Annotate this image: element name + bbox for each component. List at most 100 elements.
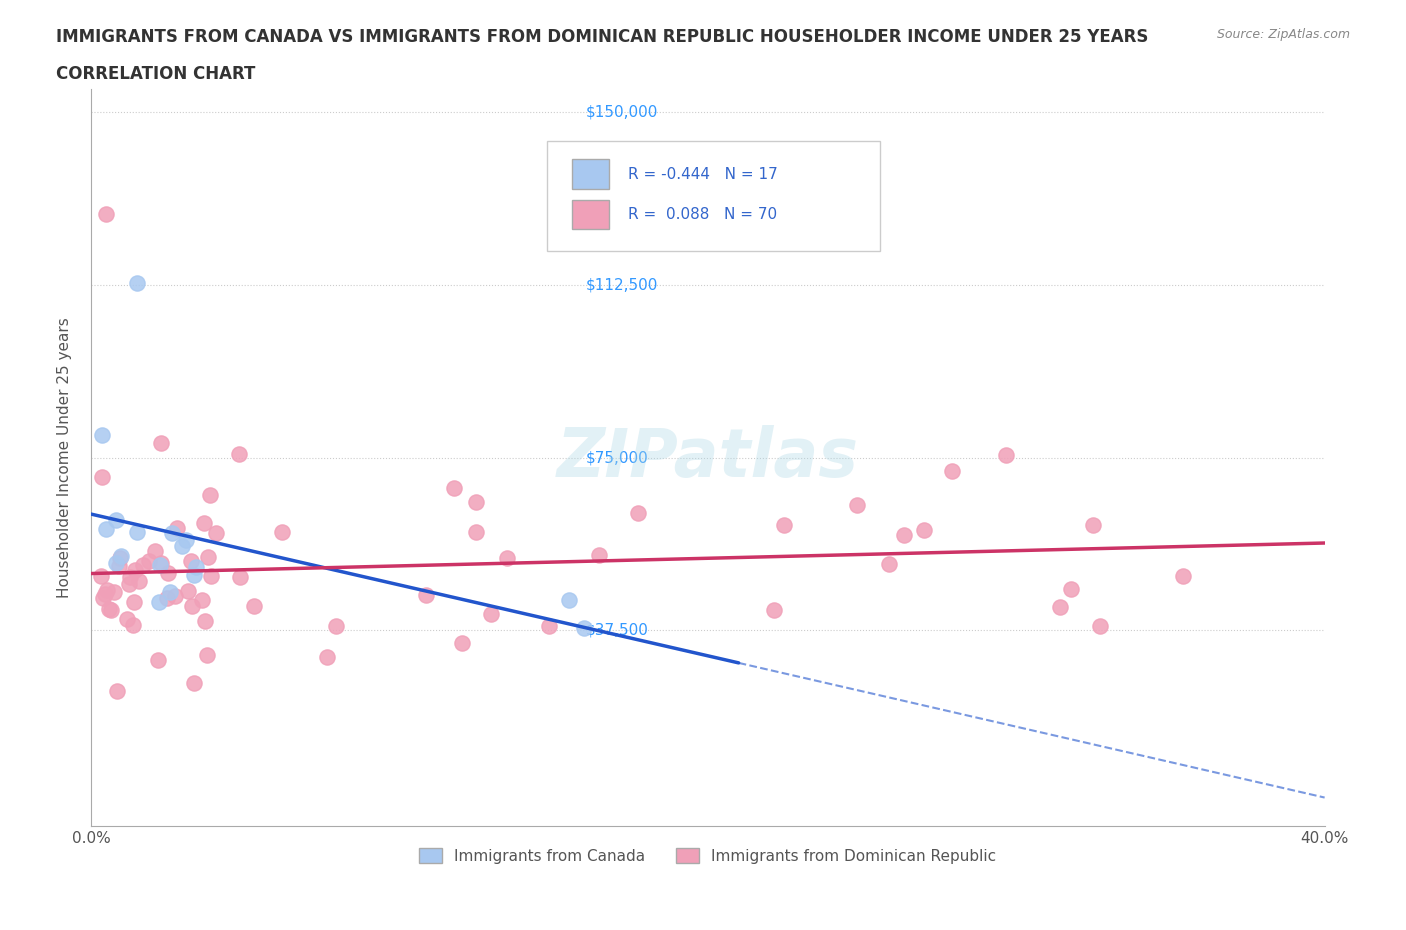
Point	[228, 447, 250, 462]
Point	[877, 557, 900, 572]
Point	[166, 520, 188, 535]
Point	[100, 603, 122, 618]
Text: CORRELATION CHART: CORRELATION CHART	[56, 65, 256, 83]
Point	[200, 569, 222, 584]
Point	[163, 589, 186, 604]
Point	[180, 599, 202, 614]
Point	[184, 560, 207, 575]
Point	[205, 525, 228, 540]
Point	[465, 494, 488, 509]
Point	[118, 577, 141, 591]
Point	[195, 647, 218, 662]
Point	[1083, 517, 1105, 532]
Point	[496, 551, 519, 565]
Point	[242, 599, 264, 614]
Point	[156, 591, 179, 605]
Point	[1090, 618, 1112, 633]
Point	[270, 525, 292, 539]
Point	[193, 516, 215, 531]
Legend: Immigrants from Canada, Immigrants from Dominican Republic: Immigrants from Canada, Immigrants from …	[413, 842, 1002, 870]
Text: $150,000: $150,000	[586, 105, 658, 120]
Point	[91, 428, 114, 443]
Point	[146, 653, 169, 668]
Point	[97, 602, 120, 617]
Point	[104, 555, 127, 570]
Text: $75,000: $75,000	[586, 450, 648, 465]
Point	[465, 525, 488, 539]
Point	[1049, 599, 1071, 614]
Y-axis label: Householder Income Under 25 years: Householder Income Under 25 years	[58, 317, 72, 598]
Point	[315, 650, 337, 665]
Point	[110, 549, 132, 564]
Point	[325, 618, 347, 633]
Point	[150, 555, 173, 570]
Point	[627, 505, 650, 520]
Point	[90, 569, 112, 584]
Point	[94, 522, 117, 537]
Point	[104, 512, 127, 527]
Point	[149, 435, 172, 450]
Point	[588, 548, 610, 563]
Point	[443, 481, 465, 496]
Point	[1060, 581, 1083, 596]
Text: R =  0.088   N = 70: R = 0.088 N = 70	[627, 207, 776, 222]
Point	[174, 532, 197, 547]
Point	[96, 583, 118, 598]
Point	[172, 539, 194, 554]
Point	[183, 567, 205, 582]
Point	[148, 558, 170, 573]
Point	[994, 448, 1017, 463]
Point	[124, 563, 146, 578]
Point	[122, 594, 145, 609]
Point	[538, 618, 561, 633]
Point	[177, 583, 200, 598]
Point	[845, 497, 868, 512]
Point	[1171, 569, 1194, 584]
Point	[773, 517, 796, 532]
Point	[479, 607, 502, 622]
Text: Source: ZipAtlas.com: Source: ZipAtlas.com	[1216, 28, 1350, 41]
Text: IMMIGRANTS FROM CANADA VS IMMIGRANTS FROM DOMINICAN REPUBLIC HOUSEHOLDER INCOME : IMMIGRANTS FROM CANADA VS IMMIGRANTS FRO…	[56, 28, 1149, 46]
Point	[180, 553, 202, 568]
Point	[200, 487, 222, 502]
Point	[91, 470, 114, 485]
FancyBboxPatch shape	[547, 141, 880, 251]
Bar	[572, 159, 609, 189]
Point	[138, 554, 160, 569]
Point	[162, 525, 184, 540]
Point	[117, 612, 139, 627]
Point	[96, 206, 118, 221]
Point	[763, 603, 786, 618]
Bar	[572, 200, 609, 230]
Point	[121, 618, 143, 632]
Point	[127, 275, 149, 290]
Point	[91, 591, 114, 605]
Point	[107, 559, 129, 574]
Point	[105, 684, 128, 698]
Point	[893, 528, 915, 543]
Point	[228, 570, 250, 585]
Text: R = -0.444   N = 17: R = -0.444 N = 17	[627, 166, 778, 181]
Point	[415, 588, 437, 603]
Point	[912, 523, 935, 538]
Point	[194, 614, 217, 629]
Point	[558, 593, 581, 608]
Text: $37,500: $37,500	[586, 623, 648, 638]
Point	[148, 595, 170, 610]
Point	[191, 592, 214, 607]
Point	[103, 584, 125, 599]
Point	[128, 574, 150, 589]
Point	[941, 464, 963, 479]
Point	[183, 676, 205, 691]
Point	[143, 543, 166, 558]
Point	[93, 586, 115, 601]
Point	[108, 551, 131, 565]
Point	[197, 550, 219, 565]
Text: $112,500: $112,500	[586, 277, 658, 293]
Point	[131, 558, 153, 573]
Point	[159, 584, 181, 599]
Point	[157, 566, 180, 581]
Point	[450, 635, 472, 650]
Point	[127, 525, 149, 539]
Text: ZIPatlas: ZIPatlas	[557, 425, 859, 491]
